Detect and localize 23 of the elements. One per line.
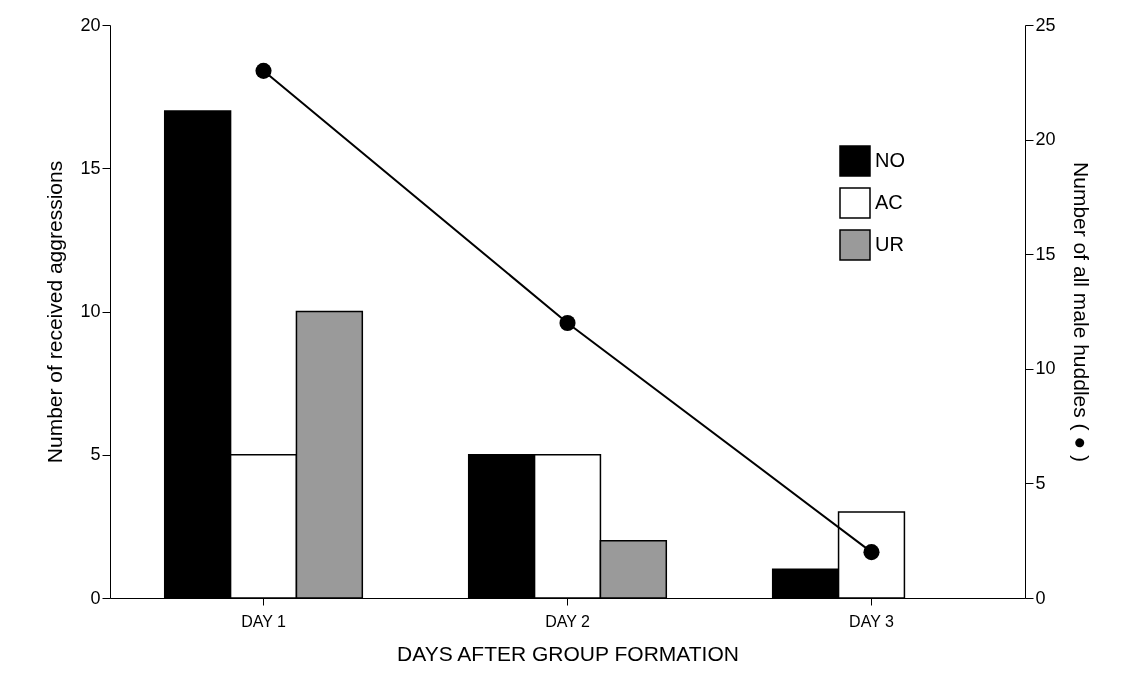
legend-label: UR <box>875 233 904 255</box>
y-axis-title: Number of received aggressions <box>43 160 67 464</box>
y2-tick-label: 10 <box>1035 358 1056 379</box>
x-tick-label: DAY 1 <box>241 612 286 630</box>
y-tick-label: 15 <box>80 157 101 178</box>
y-tick-label: 10 <box>80 301 101 321</box>
legend-label: NO <box>875 149 905 171</box>
point <box>255 62 272 79</box>
y2-axis-title: Number of all male huddles ( ● ) <box>1069 162 1093 462</box>
y-tick-label: 20 <box>80 14 101 35</box>
point <box>559 314 576 332</box>
y2-tick-label: 0 <box>1035 587 1046 608</box>
y2-tick-label: 20 <box>1035 129 1056 150</box>
y2-tick-label: 15 <box>1035 243 1056 264</box>
x-axis-title: DAYS AFTER GROUP FORMATION <box>397 641 739 665</box>
y-tick-label: 0 <box>90 587 101 608</box>
legend-label: AC <box>875 191 903 213</box>
y-tick-label: 5 <box>90 444 101 465</box>
x-tick-label: DAY 2 <box>545 612 590 630</box>
y2-tick-label: 5 <box>1035 472 1046 493</box>
point <box>863 544 880 561</box>
y2-tick-label: 25 <box>1035 14 1056 35</box>
x-tick-label: DAY 3 <box>849 612 894 630</box>
